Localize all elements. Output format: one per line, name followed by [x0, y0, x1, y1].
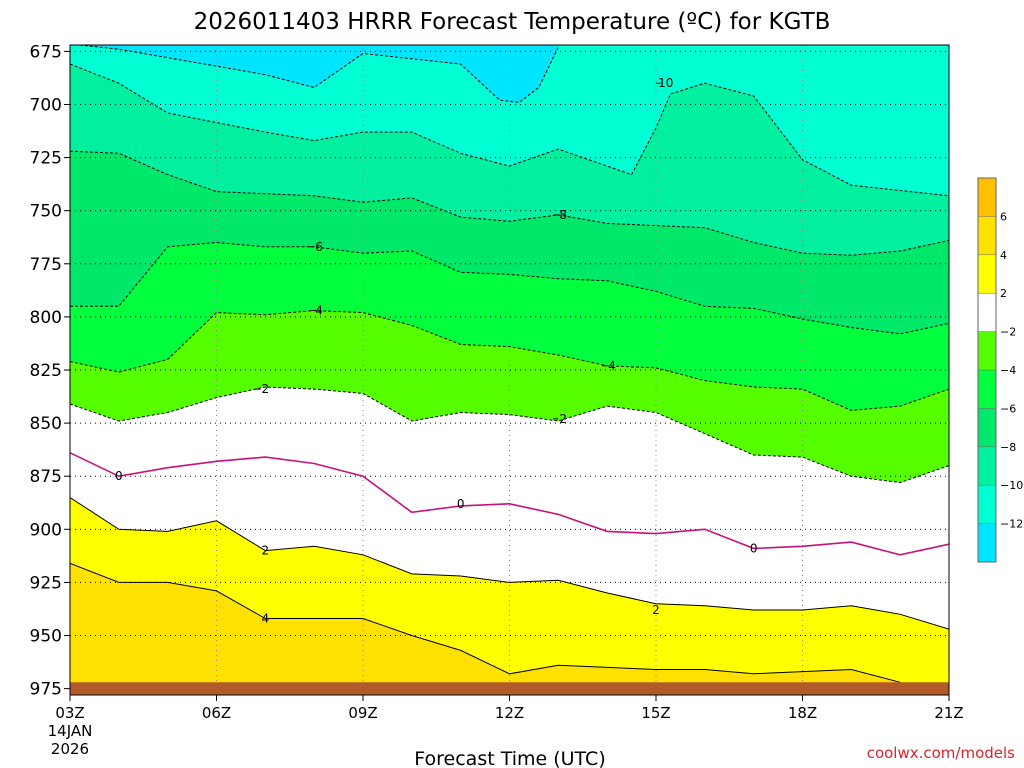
- contour-label: 8: [559, 208, 567, 222]
- legend-swatch: [978, 178, 996, 217]
- contour-label: 6: [315, 240, 323, 254]
- contour-line-level0: [70, 452, 949, 556]
- y-tick-label: 875: [30, 467, 62, 487]
- y-tick-label: 725: [30, 149, 62, 169]
- legend-swatch: [978, 485, 996, 524]
- legend-swatch: [978, 331, 996, 370]
- contour-line-minus12: [79, 45, 559, 103]
- legend-label: −10: [1000, 479, 1023, 492]
- legend-label: −12: [1000, 518, 1023, 531]
- ground-surface: [70, 682, 949, 695]
- y-tick-label: 850: [30, 414, 62, 434]
- legend-swatch: [978, 446, 996, 486]
- legend-label: −4: [1000, 364, 1016, 377]
- contour-label: 4: [315, 304, 323, 318]
- x-tick-label: 12Z: [495, 704, 524, 722]
- credit-link[interactable]: coolwx.com/models: [867, 744, 1015, 762]
- contour-label: 0: [750, 541, 758, 555]
- y-tick-label: 900: [30, 520, 62, 540]
- x-axis-label: Forecast Time (UTC): [414, 748, 605, 768]
- legend-swatch: [978, 408, 996, 447]
- y-tick-label: 825: [30, 361, 62, 381]
- y-tick-label: 975: [30, 680, 62, 700]
- contour-line-level4: [70, 562, 901, 683]
- x-date-label-day: 14JAN: [48, 722, 93, 740]
- legend-label: 4: [1000, 249, 1007, 262]
- legend-label: 2: [1000, 287, 1007, 300]
- contour-label: 0: [115, 469, 123, 483]
- plot-area: 10 8 6 4 4 2 2 0 0 0 2 2 4: [70, 45, 949, 695]
- contour-line-minus8: [70, 150, 949, 256]
- legend-swatch: [978, 523, 996, 562]
- contour-line-level2: [70, 497, 949, 630]
- contour-line-minus2: [70, 386, 949, 484]
- contour-label: 4: [262, 612, 270, 626]
- legend-label: −6: [1000, 402, 1016, 415]
- legend-label: −2: [1000, 326, 1016, 339]
- x-tick-label: 03Z: [55, 704, 84, 722]
- y-tick-label: 950: [30, 627, 62, 647]
- chart-title: 2026011403 HRRR Forecast Temperature (ºC…: [194, 9, 831, 35]
- x-tick-label: 09Z: [348, 704, 377, 722]
- legend-label: −8: [1000, 441, 1016, 454]
- contour-label: 2: [559, 412, 567, 426]
- contour-label: 2: [262, 382, 270, 396]
- legend-swatch: [978, 254, 996, 294]
- y-tick-label: 800: [30, 308, 62, 328]
- legend-label: 6: [1000, 210, 1007, 223]
- x-axis: 03Z 06Z 09Z 12Z 15Z 18Z 21Z: [55, 695, 964, 722]
- x-tick-label: 15Z: [641, 704, 670, 722]
- band-plus4-plus6: [70, 563, 927, 695]
- legend-swatch: [978, 293, 996, 332]
- contour-label: 2: [652, 603, 660, 617]
- y-tick-label: 925: [30, 573, 62, 593]
- y-tick-label: 675: [30, 42, 62, 62]
- y-tick-label: 750: [30, 202, 62, 222]
- legend-swatch: [978, 216, 996, 255]
- y-tick-label: 700: [30, 95, 62, 115]
- y-axis: 675 700 725 750 775 800 825 850 875 900 925 950 975: [30, 42, 70, 700]
- y-tick-label: 775: [30, 255, 62, 275]
- band-below-minus12: [79, 45, 559, 103]
- contour-label: 10: [658, 76, 673, 90]
- contour-label: 2: [262, 544, 270, 558]
- contour-label: 4: [608, 359, 616, 373]
- legend-swatch: [978, 370, 996, 409]
- contour-line-minus6: [70, 241, 949, 335]
- x-tick-label: 21Z: [934, 704, 963, 722]
- contour-line-minus4: [70, 309, 949, 411]
- contour-line-minus10: [70, 63, 949, 197]
- x-tick-label: 18Z: [788, 704, 817, 722]
- x-date-label-year: 2026: [51, 740, 89, 758]
- x-tick-label: 06Z: [202, 704, 231, 722]
- contour-label: 0: [457, 497, 465, 511]
- color-legend: −12 −10 −8 −6 −4 −2 2 4 6: [977, 177, 1023, 563]
